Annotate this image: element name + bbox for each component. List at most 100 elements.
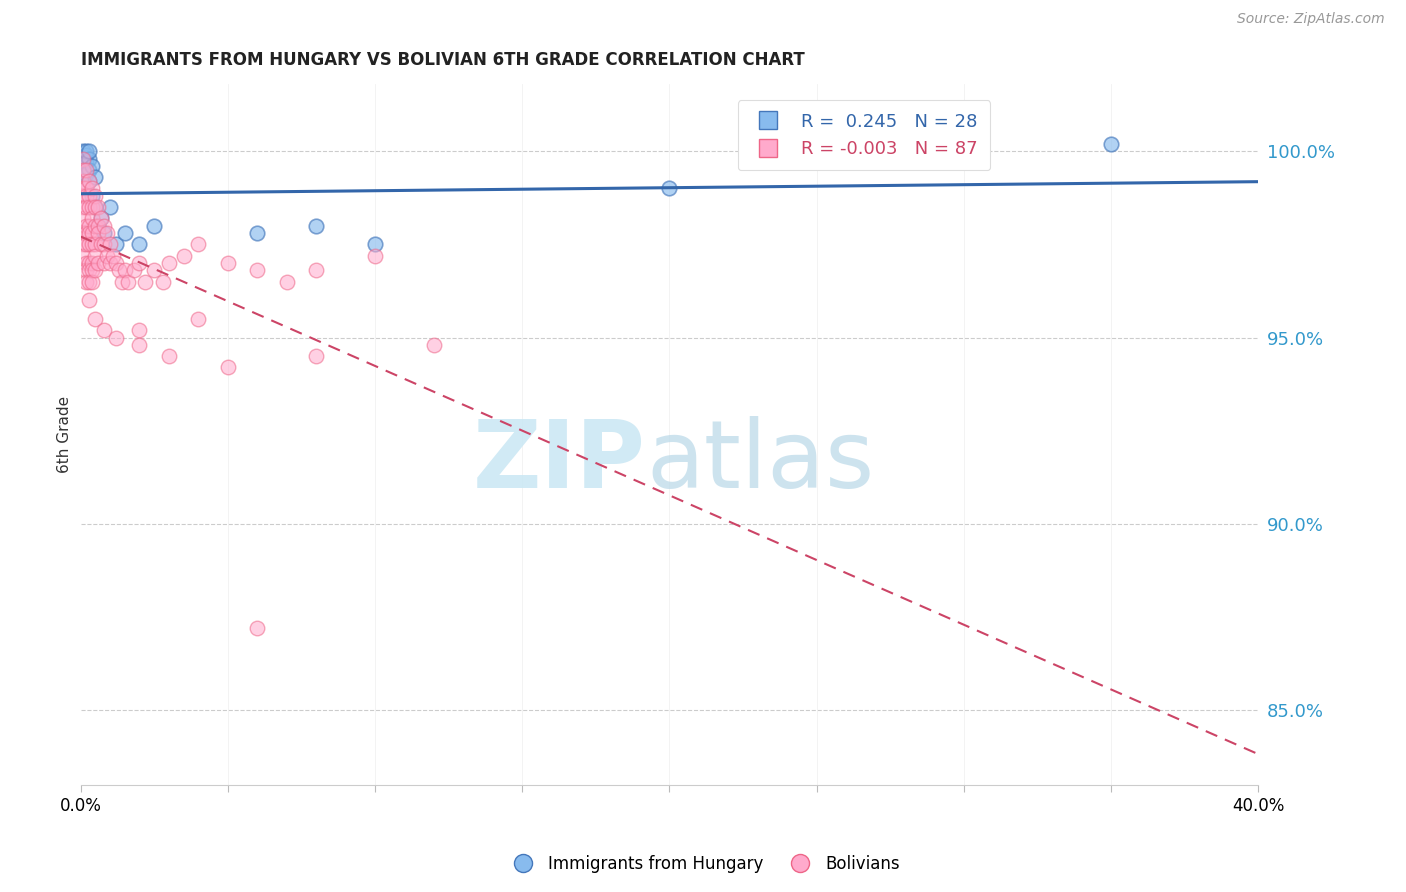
- Point: [87, 226, 110, 240]
- Point: [79, 145, 101, 159]
- Point: [104, 330, 127, 344]
- Point: [93, 219, 115, 233]
- Point: [72, 181, 94, 195]
- Point: [217, 256, 239, 270]
- Point: [104, 256, 127, 270]
- Point: [82, 200, 104, 214]
- Point: [122, 263, 145, 277]
- Point: [75, 167, 97, 181]
- Point: [114, 263, 136, 277]
- Point: [90, 211, 112, 226]
- Point: [84, 200, 107, 214]
- Point: [111, 275, 134, 289]
- Point: [82, 159, 104, 173]
- Point: [98, 200, 121, 214]
- Point: [305, 349, 328, 363]
- Point: [75, 162, 97, 177]
- Point: [98, 237, 121, 252]
- Point: [90, 211, 112, 226]
- Point: [75, 275, 97, 289]
- Point: [96, 248, 118, 262]
- Point: [72, 174, 94, 188]
- Point: [79, 275, 101, 289]
- Point: [75, 181, 97, 195]
- Point: [72, 162, 94, 177]
- Point: [84, 263, 107, 277]
- Point: [79, 256, 101, 270]
- Point: [173, 248, 195, 262]
- Point: [79, 174, 101, 188]
- Point: [98, 256, 121, 270]
- Point: [82, 275, 104, 289]
- Point: [128, 323, 150, 337]
- Text: atlas: atlas: [645, 417, 875, 508]
- Point: [364, 248, 387, 262]
- Point: [114, 226, 136, 240]
- Point: [75, 256, 97, 270]
- Point: [75, 155, 97, 169]
- Point: [117, 275, 139, 289]
- Point: [79, 162, 101, 177]
- Point: [96, 226, 118, 240]
- Point: [87, 256, 110, 270]
- Legend: Immigrants from Hungary, Bolivians: Immigrants from Hungary, Bolivians: [499, 848, 907, 880]
- Point: [72, 189, 94, 203]
- Point: [305, 219, 328, 233]
- Point: [72, 237, 94, 252]
- Point: [305, 263, 328, 277]
- Point: [84, 170, 107, 185]
- Point: [128, 256, 150, 270]
- Point: [187, 312, 209, 326]
- Legend: R =  0.245   N = 28, R = -0.003   N = 87: R = 0.245 N = 28, R = -0.003 N = 87: [738, 100, 990, 170]
- Point: [79, 237, 101, 252]
- Point: [217, 360, 239, 375]
- Point: [143, 263, 166, 277]
- Point: [79, 226, 101, 240]
- Point: [72, 226, 94, 240]
- Point: [93, 226, 115, 240]
- Point: [79, 152, 101, 166]
- Point: [82, 211, 104, 226]
- Text: Source: ZipAtlas.com: Source: ZipAtlas.com: [1237, 12, 1385, 26]
- Point: [79, 263, 101, 277]
- Point: [72, 248, 94, 262]
- Point: [75, 263, 97, 277]
- Point: [87, 200, 110, 214]
- Point: [364, 237, 387, 252]
- Point: [143, 219, 166, 233]
- Point: [82, 263, 104, 277]
- Point: [157, 349, 180, 363]
- Point: [72, 145, 94, 159]
- Point: [75, 237, 97, 252]
- Point: [84, 200, 107, 214]
- Point: [90, 237, 112, 252]
- Y-axis label: 6th Grade: 6th Grade: [58, 396, 72, 473]
- Point: [152, 275, 174, 289]
- Point: [93, 256, 115, 270]
- Point: [79, 293, 101, 308]
- Point: [75, 148, 97, 162]
- Point: [79, 200, 101, 214]
- Point: [72, 200, 94, 214]
- Point: [75, 226, 97, 240]
- Point: [72, 152, 94, 166]
- Point: [134, 275, 156, 289]
- Point: [423, 338, 446, 352]
- Point: [246, 263, 269, 277]
- Point: [79, 189, 101, 203]
- Point: [82, 256, 104, 270]
- Point: [84, 237, 107, 252]
- Point: [101, 248, 124, 262]
- Point: [75, 189, 97, 203]
- Text: ZIP: ZIP: [472, 417, 645, 508]
- Point: [82, 181, 104, 195]
- Point: [246, 226, 269, 240]
- Point: [75, 145, 97, 159]
- Point: [72, 211, 94, 226]
- Point: [658, 181, 681, 195]
- Point: [79, 219, 101, 233]
- Point: [82, 189, 104, 203]
- Point: [157, 256, 180, 270]
- Point: [82, 226, 104, 240]
- Point: [93, 323, 115, 337]
